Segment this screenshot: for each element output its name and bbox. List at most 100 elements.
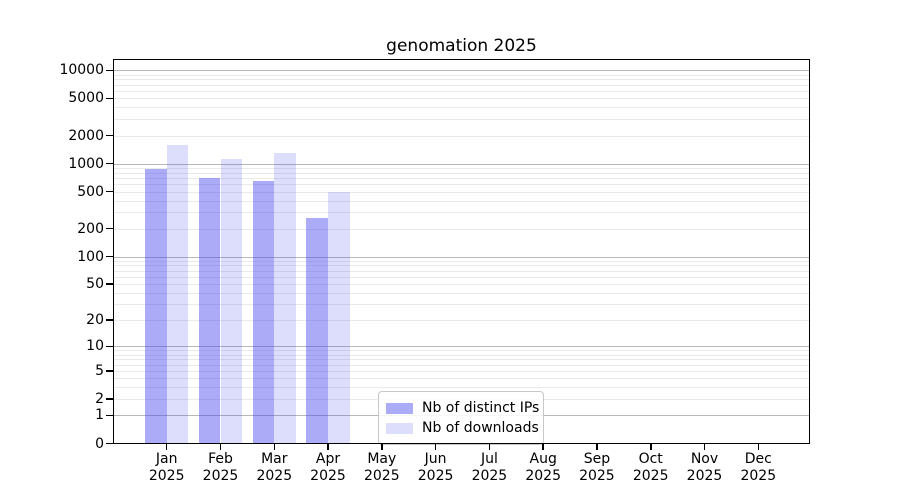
legend-swatch-distinct-ips-icon — [386, 402, 413, 414]
gridline-minor — [113, 79, 810, 81]
x-tick-month: May — [367, 451, 397, 467]
gridline-minor — [113, 284, 810, 286]
y-tick-dash — [106, 97, 113, 100]
x-tick-year: 2025 — [148, 468, 185, 484]
y-tick-label: 1 — [95, 407, 104, 424]
bar-distinct-ips-apr — [306, 218, 328, 444]
y-tick-dash — [106, 398, 113, 400]
y-tick-dash — [106, 255, 113, 258]
bar-distinct-ips-jan — [144, 169, 167, 444]
x-tick-dash — [542, 443, 544, 450]
gridline-minor — [113, 200, 810, 202]
gridline-minor — [113, 276, 810, 278]
x-tick-dash — [219, 443, 222, 450]
bar-downloads-apr — [328, 191, 350, 444]
legend-label-distinct-ips: Nb of distinct IPs — [422, 400, 540, 416]
bar-downloads-jan — [166, 145, 189, 444]
gridline-minor — [113, 350, 810, 352]
gridline-minor — [113, 84, 810, 86]
bar-distinct-ips-mar — [252, 181, 275, 444]
gridline-minor — [113, 191, 810, 193]
y-tick-dash — [106, 283, 113, 285]
x-tick-label-may: May 2025 — [342, 451, 422, 485]
gridline-minor — [113, 228, 810, 230]
gridline-minor — [113, 359, 810, 361]
gridline-minor — [113, 98, 810, 100]
gridline-minor — [113, 167, 810, 169]
gridline-minor — [113, 74, 810, 76]
bar-distinct-ips-feb — [198, 178, 221, 444]
bar-downloads-mar — [274, 152, 297, 444]
legend-swatch-downloads-icon — [386, 422, 413, 434]
gridline-minor — [113, 270, 810, 272]
gridline-minor — [113, 304, 810, 306]
x-tick-month: Aug — [529, 451, 557, 467]
gridline-minor — [113, 370, 810, 372]
x-tick-label-feb: Feb 2025 — [181, 451, 261, 485]
gridline-minor — [113, 293, 810, 294]
x-tick-month: Jul — [480, 451, 498, 467]
x-tick-label-mar: Mar 2025 — [234, 451, 314, 485]
x-tick-month: Apr — [315, 451, 341, 467]
gridline-minor — [113, 320, 810, 322]
gridline-minor — [113, 172, 810, 174]
y-tick-dash — [106, 345, 113, 348]
y-tick-label: 200 — [77, 220, 104, 237]
legend-row-distinct-ips: Nb of distinct IPs — [386, 398, 539, 418]
gridline-minor — [113, 135, 810, 137]
x-tick-year: 2025 — [632, 468, 669, 484]
x-tick-label-dec: Dec 2025 — [718, 451, 798, 485]
y-tick-dash — [106, 319, 113, 321]
x-tick-month: Dec — [744, 451, 772, 467]
x-tick-dash — [273, 443, 275, 450]
x-tick-label-jan: Jan 2025 — [127, 451, 207, 485]
gridline-minor — [113, 260, 810, 262]
x-tick-month: Nov — [690, 451, 719, 467]
plot-area — [113, 59, 810, 444]
x-tick-dash — [703, 443, 706, 450]
gridline-minor — [113, 354, 810, 356]
x-tick-year: 2025 — [740, 468, 777, 484]
gridline-minor — [113, 212, 810, 214]
x-tick-year: 2025 — [579, 468, 615, 484]
x-tick-dash — [381, 443, 383, 450]
y-tick-label: 5000 — [68, 90, 104, 107]
x-tick-year: 2025 — [256, 468, 293, 484]
x-tick-label-jun: Jun 2025 — [396, 451, 476, 485]
gridline-minor — [113, 178, 810, 179]
x-tick-label-nov: Nov 2025 — [665, 451, 745, 485]
y-tick-label: 100 — [77, 248, 104, 265]
x-tick-month: Jun — [424, 451, 447, 467]
x-tick-dash — [434, 443, 437, 450]
x-tick-year: 2025 — [417, 468, 454, 484]
x-tick-month: Oct — [638, 451, 663, 467]
bar-downloads-feb — [220, 158, 243, 444]
legend: Nb of distinct IPs Nb of downloads — [378, 391, 544, 445]
y-tick-label: 10000 — [59, 62, 104, 79]
gridline-minor — [113, 364, 810, 366]
x-tick-dash — [596, 443, 598, 450]
y-tick-dash — [106, 370, 113, 372]
x-tick-label-jul: Jul 2025 — [449, 451, 529, 485]
x-tick-month: Mar — [261, 451, 288, 467]
gridline-major — [113, 346, 810, 348]
gridline-major — [113, 163, 810, 165]
x-tick-year: 2025 — [525, 468, 561, 484]
x-tick-dash — [165, 443, 168, 450]
gridline-minor — [113, 378, 810, 380]
gridline-minor — [113, 91, 810, 92]
gridline-minor — [113, 184, 810, 186]
gridline-minor — [113, 265, 810, 267]
chart-title: genomation 2025 — [386, 36, 537, 56]
x-tick-label-sep: Sep 2025 — [557, 451, 637, 485]
y-tick-dash — [106, 414, 113, 417]
y-tick-label: 20 — [86, 312, 104, 329]
y-tick-dash — [106, 227, 113, 230]
x-tick-dash — [757, 443, 759, 450]
x-tick-month: Feb — [208, 451, 233, 467]
y-tick-label: 2000 — [68, 127, 104, 144]
gridline-major — [113, 70, 810, 72]
y-tick-label: 50 — [86, 276, 104, 293]
y-tick-label: 10 — [86, 338, 104, 355]
